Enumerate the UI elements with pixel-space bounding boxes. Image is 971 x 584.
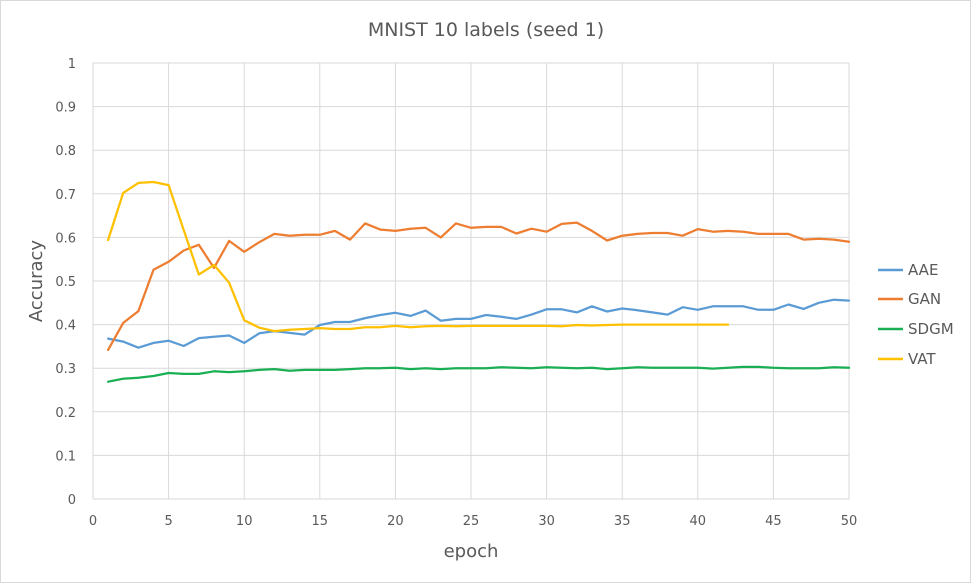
x-tick-label: 40 [690, 514, 707, 529]
x-tick-label: 10 [236, 514, 253, 529]
y-tick-label: 0.8 [55, 144, 76, 159]
y-tick-label: 0.9 [55, 101, 76, 116]
gridlines [92, 62, 850, 500]
y-tick-label: 0.1 [55, 449, 76, 464]
legend-label-gan: GAN [908, 290, 941, 308]
legend: AAE GAN SDGM VAT [878, 261, 954, 368]
x-tick-label: 20 [387, 514, 404, 529]
y-tick-label: 0.2 [55, 406, 76, 421]
series-line-sdgm [106, 365, 851, 383]
y-tick-label: 0 [68, 493, 76, 508]
chart-title: MNIST 10 labels (seed 1) [368, 19, 604, 41]
y-tick-label: 0.3 [55, 362, 76, 377]
legend-label-vat: VAT [908, 350, 936, 368]
x-tick-labels: 0 5 10 15 20 25 30 35 40 45 50 [89, 514, 857, 529]
series-line-vat [106, 180, 730, 333]
y-tick-labels: 0 0.1 0.2 0.3 0.4 0.5 0.6 0.7 0.8 0.9 1 [55, 57, 76, 508]
y-tick-label: 0.5 [55, 275, 76, 290]
series-line-gan [106, 221, 851, 352]
legend-label-sdgm: SDGM [908, 320, 954, 338]
series-lines [106, 180, 851, 383]
x-axis-label: epoch [444, 541, 499, 562]
x-tick-label: 30 [538, 514, 555, 529]
x-tick-label: 35 [614, 514, 631, 529]
y-axis-label: Accuracy [26, 240, 47, 323]
x-tick-label: 5 [164, 514, 172, 529]
y-tick-label: 0.7 [55, 188, 76, 203]
x-tick-label: 15 [312, 514, 329, 529]
y-tick-label: 0.6 [55, 231, 76, 246]
legend-label-aae: AAE [908, 261, 938, 279]
y-tick-label: 0.4 [55, 319, 76, 334]
x-tick-label: 0 [89, 514, 97, 529]
series-line-aae [106, 298, 851, 349]
y-tick-label: 1 [68, 57, 76, 72]
x-tick-label: 45 [765, 514, 782, 529]
x-tick-label: 25 [463, 514, 480, 529]
x-tick-label: 50 [841, 514, 858, 529]
